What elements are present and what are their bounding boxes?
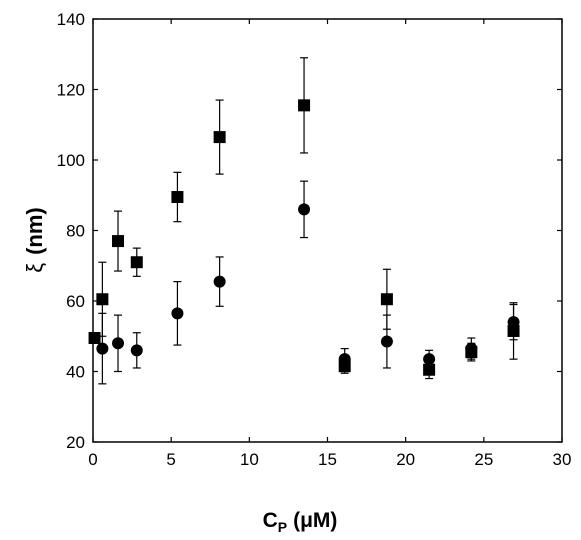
circle-series [96, 180, 520, 385]
circle-point [112, 337, 125, 350]
square-point [171, 191, 184, 204]
square-point [423, 363, 436, 376]
y-tick-label: 140 [57, 10, 85, 29]
y-tick-label: 100 [57, 151, 85, 170]
y-tick-label: 20 [66, 433, 85, 452]
x-tick-label: 10 [240, 450, 259, 469]
square-point [130, 256, 143, 269]
x-tick-label: 25 [474, 450, 493, 469]
circle-point [338, 353, 351, 366]
circle-point [423, 353, 436, 366]
tick-labels: 0 5 10 15 20 25 30 20 40 60 80 100 120 140 [57, 10, 572, 469]
plot-frame [92, 18, 563, 443]
square-point [112, 235, 125, 248]
circle-point [130, 344, 143, 357]
x-axis-label-subscript: P [278, 519, 287, 535]
y-tick-label: 80 [66, 222, 85, 241]
square-point [298, 99, 311, 112]
y-axis-label-main: ξ [22, 263, 47, 273]
circle-point [465, 342, 478, 355]
square-point [88, 332, 101, 345]
square-point [380, 293, 393, 306]
x-tick-label: 30 [553, 450, 572, 469]
x-tick-label: 0 [88, 450, 97, 469]
circle-point [213, 275, 226, 288]
y-axis-label-unit: (nm) [22, 207, 47, 255]
circle-point [298, 203, 311, 216]
x-axis-label-unit: (μM) [293, 509, 337, 532]
x-axis-label: CP (μM) [263, 509, 338, 535]
y-axis-label: ξ (nm) [22, 207, 47, 273]
x-tick-label: 15 [318, 450, 337, 469]
y-tick-label: 40 [66, 363, 85, 382]
y-tick-label: 60 [66, 292, 85, 311]
x-tick-label: 5 [166, 450, 175, 469]
data-series [88, 57, 520, 385]
circle-point [507, 316, 520, 329]
circle-point [380, 335, 393, 348]
circle-point [96, 342, 109, 355]
x-axis-label-main: C [263, 509, 278, 532]
y-tick-label: 120 [57, 81, 85, 100]
x-tick-label: 20 [396, 450, 415, 469]
circle-point [171, 307, 184, 320]
square-point [213, 131, 226, 144]
square-point [96, 293, 109, 306]
